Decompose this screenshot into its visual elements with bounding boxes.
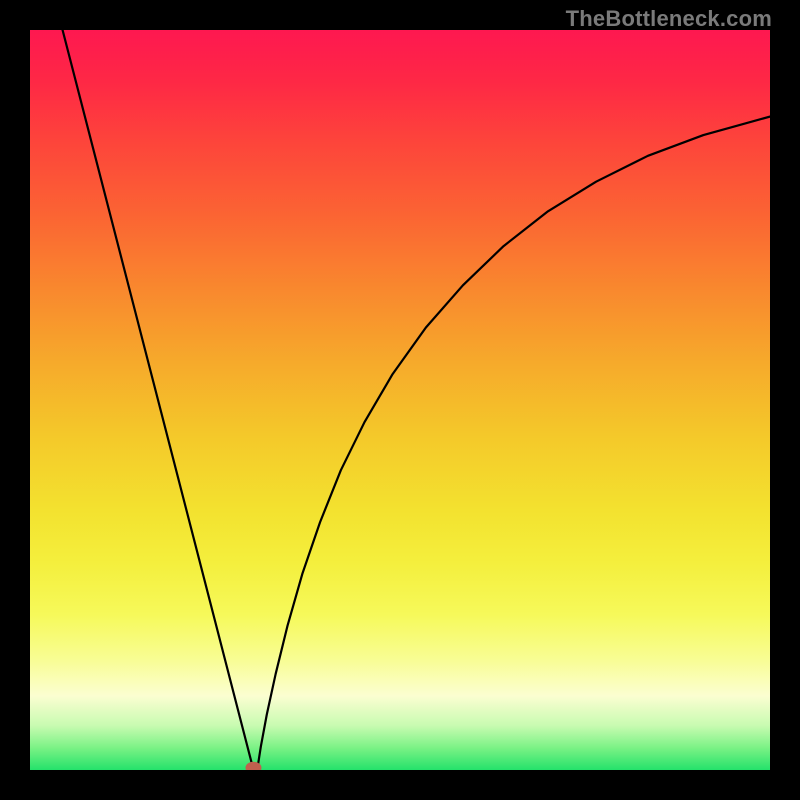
gradient-background [30,30,770,770]
plot-svg [30,30,770,770]
stage: TheBottleneck.com [0,0,800,800]
plot-area [30,30,770,770]
watermark-label: TheBottleneck.com [566,6,772,32]
